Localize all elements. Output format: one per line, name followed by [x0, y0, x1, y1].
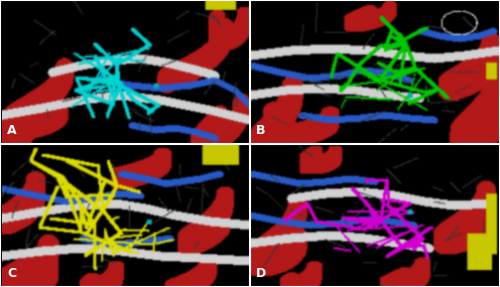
Text: C: C: [7, 267, 16, 280]
Text: A: A: [7, 124, 16, 137]
Text: D: D: [256, 267, 266, 280]
Text: B: B: [256, 124, 266, 137]
